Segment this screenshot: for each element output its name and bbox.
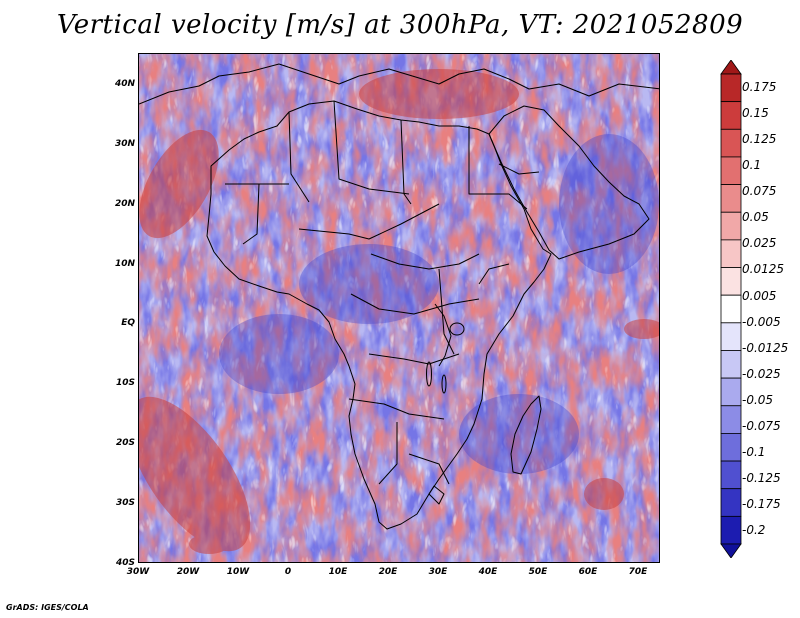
colorbar-label: 0.005	[742, 289, 777, 303]
colorbar-label: -0.075	[742, 419, 781, 433]
x-tick-label: 40E	[478, 567, 498, 577]
colorbar-label: -0.005	[742, 315, 781, 329]
colorbar-swatch	[720, 405, 742, 434]
coastlines-and-borders	[139, 63, 659, 530]
colorbar-swatch	[720, 184, 742, 213]
x-tick-label: 30E	[428, 567, 448, 577]
x-tick-label: 30W	[126, 567, 150, 577]
colorbar-swatch	[720, 73, 742, 103]
colorbar-label: 0.0125	[742, 262, 784, 276]
colorbar-label: 0.05	[742, 210, 769, 224]
colorbar-label: 0.075	[742, 184, 777, 198]
vertical-velocity-field	[139, 54, 659, 562]
colorbar-label: -0.1	[742, 445, 766, 459]
colorbar-label: -0.025	[742, 367, 781, 381]
x-tick-label: 10E	[328, 567, 348, 577]
colorbar-label: -0.0125	[742, 341, 789, 355]
x-tick-label: 60E	[578, 567, 598, 577]
x-tick-label: 20W	[176, 567, 200, 577]
lakes	[426, 322, 465, 394]
grads-credit: GrADS: IGES/COLA	[6, 603, 89, 612]
colorbar-label: -0.2	[742, 523, 766, 537]
y-tick-label: 30N	[114, 139, 135, 149]
colorbar-swatch	[720, 101, 742, 130]
colorbar-swatch	[720, 433, 742, 462]
y-tick-label: 10S	[115, 378, 135, 388]
colorbar-label: 0.175	[742, 80, 777, 94]
colorbar-label: 0.125	[742, 132, 777, 146]
colorbar-swatch	[720, 239, 742, 268]
x-tick-label: 0	[284, 567, 292, 577]
strong-descent-regions	[219, 134, 659, 474]
colorbar-label: 0.1	[742, 158, 762, 172]
colorbar-label: 0.025	[742, 236, 777, 250]
colorbar-swatch	[720, 294, 742, 324]
colorbar-swatch	[720, 460, 742, 490]
colorbar-bottom-arrow	[720, 543, 742, 558]
map-title: Vertical velocity [m/s] at 300hPa, VT: 2…	[56, 10, 744, 40]
colorbar-label: -0.05	[742, 393, 774, 407]
x-tick-label: 70E	[628, 567, 648, 577]
x-tick-label: 10W	[226, 567, 250, 577]
colorbar-swatch	[720, 322, 742, 351]
colorbar-label: 0.15	[742, 106, 769, 120]
colorbar-label: -0.175	[742, 497, 781, 511]
colorbar-swatch	[720, 488, 742, 517]
y-tick-label: 10N	[114, 259, 135, 269]
colorbar-top-arrow	[720, 60, 742, 75]
y-tick-label: 20S	[115, 438, 135, 448]
y-tick-label: EQ	[121, 318, 135, 328]
y-tick-label: 30S	[115, 498, 135, 508]
y-tick-label: 20N	[114, 199, 135, 209]
colorbar-swatch	[720, 350, 742, 379]
colorbar-swatch	[720, 515, 742, 545]
x-tick-label: 20E	[378, 567, 398, 577]
colorbar-label: -0.125	[742, 471, 781, 485]
x-tick-label: 50E	[528, 567, 548, 577]
y-tick-label: 40S	[115, 558, 135, 568]
colorbar-swatch	[720, 377, 742, 407]
strong-ascent-regions	[139, 69, 659, 554]
colorbar-swatch	[720, 267, 742, 296]
map-plot-area	[138, 53, 660, 563]
colorbar-swatch	[720, 211, 742, 241]
colorbar	[720, 60, 742, 558]
y-tick-label: 40N	[114, 79, 135, 89]
colorbar-swatch	[720, 128, 742, 158]
colorbar-swatch	[720, 156, 742, 185]
